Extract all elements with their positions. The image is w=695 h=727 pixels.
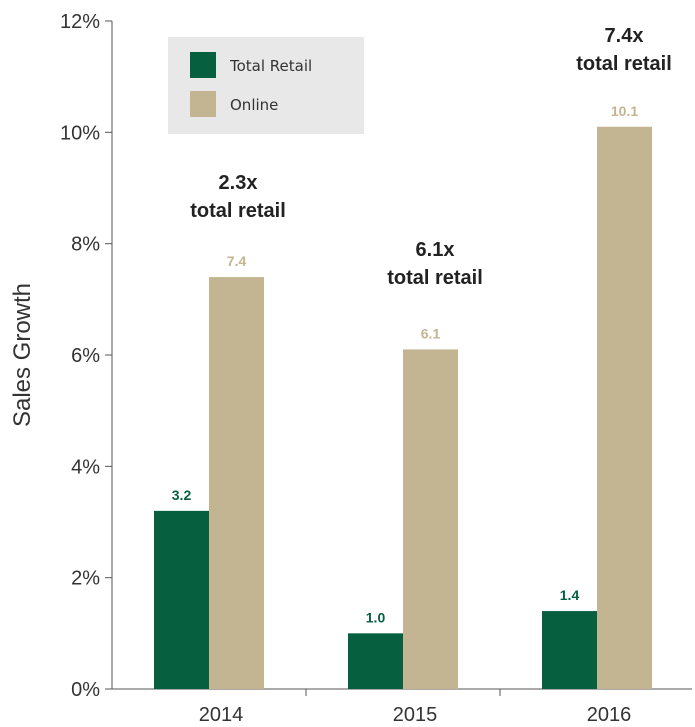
y-axis-title: Sales Growth xyxy=(9,283,36,427)
x-category-label: 2016 xyxy=(587,704,632,726)
bar-online xyxy=(209,277,264,689)
y-tick-label: 2% xyxy=(71,568,100,590)
data-label-total-retail: 3.2 xyxy=(172,487,192,503)
data-label-total-retail: 1.4 xyxy=(560,587,580,603)
y-tick-label: 8% xyxy=(71,234,100,256)
legend-box xyxy=(168,37,364,134)
bar-online xyxy=(403,349,458,689)
x-category-label: 2015 xyxy=(393,704,438,726)
y-tick-label: 12% xyxy=(60,11,100,33)
y-tick-label: 6% xyxy=(71,345,100,367)
legend-label: Online xyxy=(230,96,278,114)
y-tick-label: 0% xyxy=(71,679,100,701)
annotation-caption: total retail xyxy=(190,200,286,222)
annotation-multiplier: 6.1x xyxy=(416,239,455,261)
annotation-multiplier: 7.4x xyxy=(605,25,644,47)
data-label-total-retail: 1.0 xyxy=(366,609,386,625)
annotation-caption: total retail xyxy=(387,267,483,289)
data-label-online: 6.1 xyxy=(421,325,441,341)
y-tick-label: 4% xyxy=(71,456,100,478)
legend-swatch xyxy=(190,52,216,78)
x-category-label: 2014 xyxy=(199,704,244,726)
data-label-online: 7.4 xyxy=(227,253,247,269)
bar-total-retail xyxy=(542,611,597,689)
y-tick-label: 10% xyxy=(60,122,100,144)
annotation-caption: total retail xyxy=(576,53,672,75)
data-label-online: 10.1 xyxy=(611,103,638,119)
legend-swatch xyxy=(190,91,216,117)
bar-total-retail xyxy=(348,633,403,689)
bar-total-retail xyxy=(154,510,209,689)
annotation-multiplier: 2.3x xyxy=(219,172,258,194)
legend-label: Total Retail xyxy=(229,57,312,75)
bar-online xyxy=(597,126,652,690)
